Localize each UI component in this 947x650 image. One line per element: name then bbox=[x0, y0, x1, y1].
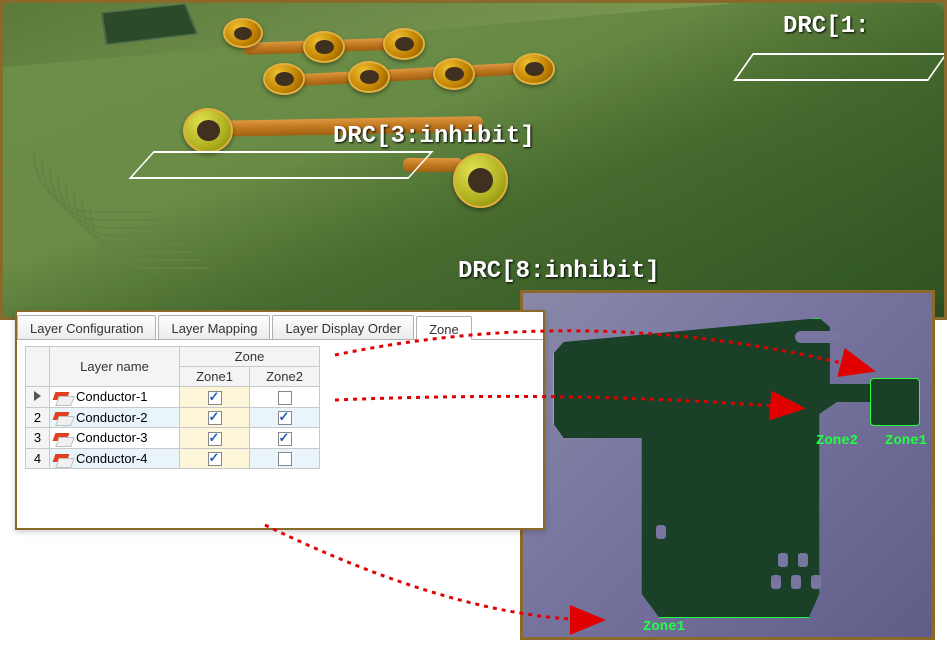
chip-component bbox=[101, 3, 198, 45]
tab-layer-mapping[interactable]: Layer Mapping bbox=[158, 315, 270, 339]
zone-label: Zone1 bbox=[885, 433, 927, 449]
board-hole bbox=[798, 553, 808, 567]
layer-name-cell[interactable]: Conductor-1 bbox=[50, 387, 180, 408]
board-hole bbox=[771, 575, 781, 589]
board-hole bbox=[811, 575, 821, 589]
layer-icon bbox=[54, 392, 72, 404]
row-indicator: 2 bbox=[26, 407, 50, 428]
board-hole bbox=[778, 553, 788, 567]
board-hole bbox=[656, 525, 666, 539]
zone2-cell[interactable] bbox=[250, 387, 320, 408]
tab-layer-configuration[interactable]: Layer Configuration bbox=[17, 315, 156, 339]
zone2-checkbox[interactable] bbox=[278, 411, 292, 425]
via-pad bbox=[303, 31, 345, 63]
via-pad bbox=[433, 58, 475, 90]
board-hole bbox=[791, 575, 801, 589]
zone-preview-viewport: Zone2 Zone1 Zone1 bbox=[520, 290, 935, 640]
zone-board-outline bbox=[553, 318, 908, 618]
tab-zone[interactable]: Zone bbox=[416, 316, 472, 340]
pcb-3d-viewport: DRC[1: DRC[3:inhibit] DRC[8:inhibit] bbox=[0, 0, 947, 320]
zone1-cell[interactable] bbox=[180, 387, 250, 408]
table-row[interactable]: 4 Conductor-4 bbox=[26, 448, 320, 469]
via-pillar bbox=[183, 108, 233, 153]
tab-bar: Layer ConfigurationLayer MappingLayer Di… bbox=[17, 312, 543, 340]
layer-config-panel: Layer ConfigurationLayer MappingLayer Di… bbox=[15, 310, 545, 530]
tab-layer-display-order[interactable]: Layer Display Order bbox=[272, 315, 414, 339]
layer-icon bbox=[54, 433, 72, 445]
zone-label: Zone2 bbox=[816, 433, 858, 449]
layer-name-cell[interactable]: Conductor-3 bbox=[50, 428, 180, 449]
col-header-zone-group: Zone bbox=[180, 347, 320, 367]
row-indicator: 3 bbox=[26, 428, 50, 449]
via-pad bbox=[383, 28, 425, 60]
zone-layer-table: Layer name Zone Zone1 Zone2 Conductor-1 2… bbox=[25, 346, 320, 469]
layer-name-text: Conductor-2 bbox=[76, 410, 148, 425]
zone-label: Zone1 bbox=[643, 619, 685, 635]
zone1-checkbox[interactable] bbox=[208, 452, 222, 466]
zone2-cell[interactable] bbox=[250, 428, 320, 449]
zone1-cell[interactable] bbox=[180, 448, 250, 469]
drc-label: DRC[3:inhibit] bbox=[333, 123, 535, 150]
via-pillar bbox=[453, 153, 508, 208]
layer-name-text: Conductor-4 bbox=[76, 451, 148, 466]
row-indicator: 4 bbox=[26, 448, 50, 469]
zone1-cell[interactable] bbox=[180, 407, 250, 428]
via-pad bbox=[263, 63, 305, 95]
board-slot bbox=[795, 331, 840, 343]
col-header-layer: Layer name bbox=[50, 347, 180, 387]
zone2-cell[interactable] bbox=[250, 407, 320, 428]
drc-selection-outline bbox=[128, 151, 433, 179]
zone1-checkbox[interactable] bbox=[208, 411, 222, 425]
via-pad bbox=[223, 18, 263, 48]
zone2-cell[interactable] bbox=[250, 448, 320, 469]
via-pad bbox=[513, 53, 555, 85]
zone2-checkbox[interactable] bbox=[278, 432, 292, 446]
table-row[interactable]: 2 Conductor-2 bbox=[26, 407, 320, 428]
drc-label: DRC[8:inhibit] bbox=[458, 258, 660, 285]
table-row[interactable]: 3 Conductor-3 bbox=[26, 428, 320, 449]
via-pad bbox=[348, 61, 390, 93]
zone1-checkbox[interactable] bbox=[208, 391, 222, 405]
zone1-checkbox[interactable] bbox=[208, 432, 222, 446]
row-header-blank bbox=[26, 347, 50, 387]
layer-name-text: Conductor-1 bbox=[76, 389, 148, 404]
zone1-cell[interactable] bbox=[180, 428, 250, 449]
row-indicator bbox=[26, 387, 50, 408]
zone-board-side bbox=[870, 378, 920, 426]
layer-icon bbox=[54, 454, 72, 466]
zone2-checkbox[interactable] bbox=[278, 452, 292, 466]
zone2-checkbox[interactable] bbox=[278, 391, 292, 405]
col-header-zone1: Zone1 bbox=[180, 367, 250, 387]
layer-icon bbox=[54, 412, 72, 424]
drc-selection-outline bbox=[733, 53, 947, 81]
col-header-zone2: Zone2 bbox=[250, 367, 320, 387]
layer-name-cell[interactable]: Conductor-2 bbox=[50, 407, 180, 428]
layer-name-cell[interactable]: Conductor-4 bbox=[50, 448, 180, 469]
layer-name-text: Conductor-3 bbox=[76, 430, 148, 445]
drc-label: DRC[1: bbox=[783, 13, 869, 40]
table-row[interactable]: Conductor-1 bbox=[26, 387, 320, 408]
